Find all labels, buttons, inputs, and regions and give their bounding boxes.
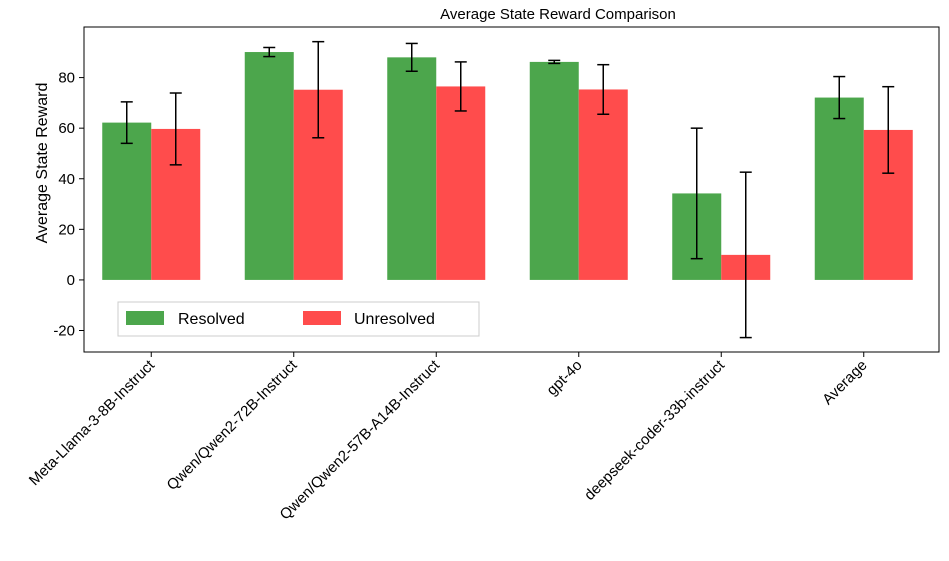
chart-title: Average State Reward Comparison <box>440 6 676 23</box>
y-axis-label: Average State Reward <box>34 83 51 244</box>
x-axis: Meta-Llama-3-8B-Instruct Qwen/Qwen2-72B-I… <box>26 352 871 523</box>
bar-resolved <box>387 57 437 280</box>
y-tick-label: 0 <box>67 272 75 289</box>
x-tick-label: Qwen/Qwen2-57B-A14B-Instruct <box>277 356 444 523</box>
bar-unresolved <box>578 89 628 280</box>
legend-swatch-unresolved <box>303 311 341 325</box>
legend: Resolved Unresolved <box>117 301 480 337</box>
bar-resolved <box>529 61 579 280</box>
y-tick-label: 20 <box>58 221 75 238</box>
legend-box <box>117 301 480 337</box>
y-tick-label: 40 <box>58 171 75 188</box>
bar-resolved <box>244 52 294 280</box>
y-axis: -20 0 20 40 60 80 <box>53 70 84 340</box>
x-tick-label: Meta-Llama-3-8B-Instruct <box>26 356 159 489</box>
legend-swatch-resolved <box>126 311 164 325</box>
bar-resolved <box>102 122 152 280</box>
y-tick-label: -20 <box>53 323 75 340</box>
bar-resolved <box>814 97 864 280</box>
axes-frame <box>83 26 940 353</box>
y-tick-label: 80 <box>58 70 75 87</box>
y-tick-label: 60 <box>58 120 75 137</box>
x-tick-label: Qwen/Qwen2-72B-Instruct <box>164 356 302 494</box>
x-tick-label: deepseek-coder-33b-instruct <box>581 356 729 504</box>
x-tick-label: gpt-4o <box>543 357 585 399</box>
legend-label-unresolved: Unresolved <box>354 311 435 328</box>
legend-label-resolved: Resolved <box>178 311 245 328</box>
x-tick-label: Average <box>819 357 870 408</box>
plot-area <box>102 40 913 339</box>
bar-unresolved <box>436 86 486 280</box>
